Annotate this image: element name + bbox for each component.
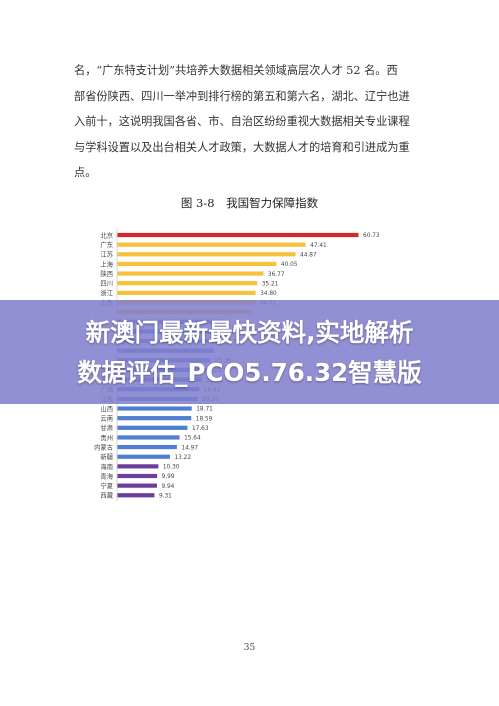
chart-data-label: 18.59 [196,416,213,422]
chart-category-label: 上海 [100,259,113,268]
chart-data-label: 9.99 [162,474,175,480]
chart-category-label: 浙江 [100,288,113,297]
chart-bar [117,290,256,295]
chart-category-label: 宁夏 [100,481,113,490]
chart-category-label: 贵州 [100,433,113,442]
chart-data-label: 47.41 [310,243,327,249]
chart-data-label: 9.94 [161,484,174,490]
chart-bar [117,232,359,238]
chart-category-label: 四川 [100,280,113,288]
chart-category-label: 江苏 [100,250,113,259]
chart-bar [117,261,277,267]
chart-bar [117,473,158,479]
chart-category-label: 陕西 [100,269,113,278]
chart-bar [117,271,264,276]
chart-category-label: 西藏 [100,491,113,500]
chart-data-label: 36.77 [268,272,285,278]
chart-data-label: 13.22 [174,455,191,461]
banner-title-line-1: 新澳门最新最快资料,实地解析 [85,318,414,347]
chart-bar [117,252,296,257]
chart-bar [117,483,157,488]
chart-data-label: 15.64 [184,436,201,442]
chart-data-label: 14.97 [181,445,198,451]
chart-bar [117,416,192,421]
chart-category-label: 青海 [100,471,113,480]
paragraph-line: 点。 [74,166,97,180]
paragraph-line: 入前十，这说明我国各省、市、自治区纷纷重视大数据相关专业课程 [74,115,410,129]
chart-data-label: 44.87 [300,252,317,258]
chart-bar [117,281,258,286]
chart-category-label: 广东 [100,240,113,249]
chart-data-label: 18.71 [196,407,213,413]
chart-category-label: 云南 [100,414,113,423]
body-paragraph: 名，“广东特支计划”共培养大数据相关领域高层次人才 52 名。西 部省份陕西、四… [74,58,436,186]
chart-category-label: 海南 [100,462,113,471]
chart-data-label: 34.80 [260,291,277,297]
chart-category-label: 新疆 [100,452,113,461]
chart-bar [117,435,180,440]
chart-bar [117,425,188,430]
chart-data-label: 40.05 [281,262,298,268]
paragraph-line: 名，“广东特支计划”共培养大数据相关领域高层次人才 52 名。西 [74,64,398,77]
chart-data-label: 17.63 [192,426,209,432]
chart-bar [117,242,306,247]
chart-category-label: 内蒙古 [94,442,113,451]
page-number: 35 [243,643,256,653]
banner-title-line-2: 数据评估_PCO5.76.32智慧版 [77,358,422,387]
paragraph-line: 与学科设置以及出台相关人才政策，大数据人才的培育和引进成为重 [74,140,410,154]
chart-category-label: 山西 [100,404,113,413]
chart-bar [117,454,170,459]
chart-category-label: 北京 [100,230,113,239]
paragraph-line: 部省份陕西、四川一举冲到排行榜的第五和第六名，湖北、辽宁也进 [74,89,410,103]
overlay-banner [0,300,499,404]
chart-bar [117,493,155,498]
chart-bar [117,406,192,411]
chart-category-label: 甘肃 [100,423,113,432]
figure-caption: 图 3-8 我国智力保障指数 [180,196,319,210]
chart-data-label: 60.73 [363,233,380,239]
chart-bar [117,444,177,450]
chart-data-label: 9.31 [159,493,172,499]
chart-bar [117,464,159,469]
chart-data-label: 10.30 [163,465,180,471]
chart-data-label: 35.21 [262,281,279,287]
